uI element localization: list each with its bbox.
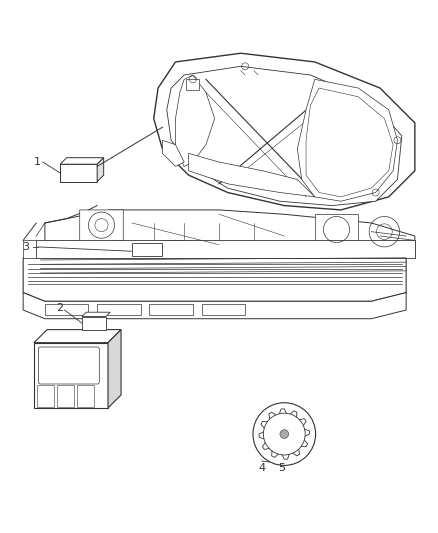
Polygon shape <box>167 66 402 206</box>
Polygon shape <box>162 140 184 166</box>
Circle shape <box>280 430 289 439</box>
Polygon shape <box>23 293 406 319</box>
Polygon shape <box>36 240 415 258</box>
Polygon shape <box>60 158 104 164</box>
Bar <box>149 304 193 315</box>
Bar <box>201 304 245 315</box>
Polygon shape <box>45 210 415 258</box>
Circle shape <box>253 403 316 465</box>
Polygon shape <box>176 75 215 166</box>
Polygon shape <box>97 158 104 182</box>
Bar <box>186 79 199 90</box>
Bar <box>37 385 53 407</box>
Bar <box>57 385 74 407</box>
Text: 3: 3 <box>22 242 29 252</box>
Text: 4: 4 <box>258 463 265 473</box>
Polygon shape <box>188 154 315 197</box>
Polygon shape <box>259 409 310 459</box>
Text: 2: 2 <box>57 303 64 313</box>
Polygon shape <box>297 79 397 201</box>
Polygon shape <box>80 210 123 245</box>
Text: 1: 1 <box>34 157 41 167</box>
Bar <box>45 304 88 315</box>
Polygon shape <box>154 53 415 210</box>
Polygon shape <box>82 312 110 317</box>
Bar <box>97 304 141 315</box>
Polygon shape <box>23 240 36 258</box>
Bar <box>77 385 94 407</box>
Polygon shape <box>108 329 121 408</box>
Polygon shape <box>315 214 358 245</box>
Polygon shape <box>23 258 406 301</box>
Bar <box>132 244 162 256</box>
Circle shape <box>263 413 305 455</box>
Text: 5: 5 <box>279 463 286 473</box>
FancyBboxPatch shape <box>39 347 99 384</box>
Polygon shape <box>60 164 97 182</box>
Polygon shape <box>34 343 108 408</box>
Polygon shape <box>34 329 121 343</box>
Polygon shape <box>306 88 393 197</box>
Polygon shape <box>82 317 106 329</box>
